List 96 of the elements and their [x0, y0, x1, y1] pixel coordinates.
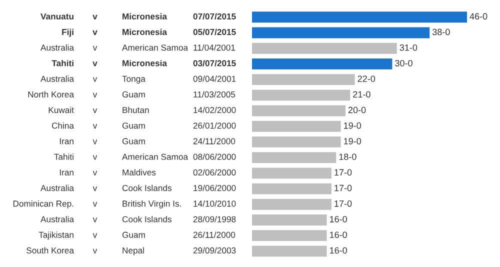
bar	[252, 42, 397, 54]
text: Micronesia	[122, 13, 168, 20]
bar	[252, 58, 392, 70]
text: 26/11/2000	[193, 232, 236, 238]
data-label: 30-0	[395, 60, 412, 66]
bar	[252, 198, 332, 210]
text: v	[92, 155, 98, 160]
text: Maldives	[122, 169, 156, 176]
y-tick-label: South Korea	[26, 247, 74, 254]
text: 26/01/2000	[193, 122, 236, 129]
text: Micronesia	[122, 60, 168, 66]
text: v	[92, 46, 98, 51]
data-label: 19-0	[344, 122, 362, 129]
bar	[252, 246, 327, 257]
y-tick-label: Tahiti	[54, 154, 74, 160]
text: 14/02/2000	[194, 106, 236, 114]
text: Nepal	[122, 247, 144, 256]
text: v	[92, 124, 98, 129]
data-label: 19-0	[344, 138, 362, 144]
data-label: 16-0	[330, 216, 348, 222]
y-tick-label: Tajikistan	[38, 232, 74, 240]
text: British Virgin Is.	[122, 200, 181, 208]
bar	[252, 90, 350, 101]
text: 09/04/2001	[193, 76, 236, 82]
text: 05/07/2015	[193, 28, 236, 36]
text: American Samoa	[122, 44, 188, 51]
data-label: 46-0	[470, 13, 488, 20]
text: v	[92, 202, 98, 207]
text: Micronesia	[122, 28, 168, 36]
bar	[252, 214, 327, 226]
text: Guam	[122, 138, 145, 144]
data-label: 31-0	[400, 44, 418, 51]
text: 11/04/2001	[194, 44, 236, 51]
text: 02/06/2000	[193, 169, 236, 176]
data-label: 16-0	[330, 247, 348, 254]
text: Cook Islands	[122, 184, 172, 192]
y-tick-label: Australia	[40, 216, 74, 222]
y-tick-label: Australia	[40, 184, 74, 192]
text: Guam	[122, 232, 145, 238]
text: v	[92, 77, 98, 82]
y-tick-label: China	[52, 122, 74, 129]
bar	[252, 105, 346, 116]
bar	[252, 74, 355, 86]
text: 08/06/2000	[193, 154, 236, 160]
data-label: 17-0	[334, 200, 352, 207]
text: Bhutan	[122, 106, 149, 114]
text: v	[92, 92, 98, 98]
text: Tonga	[122, 76, 146, 84]
text: American Samoa	[122, 154, 188, 160]
text: Guam	[122, 91, 145, 98]
text: v	[92, 233, 98, 238]
text: 03/07/2015	[193, 60, 236, 66]
y-tick-label: North Korea	[28, 91, 74, 98]
y-tick-label: Iran	[60, 169, 74, 176]
data-label: 18-0	[339, 154, 356, 160]
y-tick-label: Australia	[40, 44, 74, 51]
y-tick-label: Tahiti	[52, 60, 74, 66]
text: 29/09/2003	[193, 247, 236, 254]
text: v	[92, 108, 98, 113]
text: 07/07/2015	[193, 13, 236, 20]
bar	[252, 183, 332, 194]
text: v	[92, 62, 98, 66]
y-tick-label: Iran	[60, 138, 74, 144]
bar	[252, 152, 336, 164]
text: Guam	[122, 122, 145, 129]
data-label: 21-0	[353, 91, 370, 98]
text: v	[92, 170, 98, 176]
data-label: 17-0	[334, 184, 352, 192]
y-tick-label: Fiji	[62, 28, 74, 37]
bar	[252, 168, 332, 179]
text: Cook Islands	[122, 216, 172, 222]
data-label: 20-0	[348, 106, 366, 114]
y-tick-label: Vanuatu	[40, 13, 74, 20]
text: v	[92, 30, 98, 35]
text: v	[92, 186, 98, 192]
y-tick-label: Australia	[40, 76, 74, 82]
data-label: 38-0	[432, 28, 450, 36]
text: 24/11/2000	[193, 138, 236, 144]
data-label: 16-0	[330, 232, 348, 238]
data-label: 17-0	[334, 169, 352, 176]
bar	[252, 136, 341, 148]
y-tick-label: Kuwait	[48, 106, 74, 114]
text: 11/03/2005	[194, 91, 236, 98]
text: v	[92, 248, 98, 254]
data-label: 22-0	[358, 76, 376, 82]
y-tick-label: Dominican Rep.	[13, 200, 74, 208]
text: 28/09/1998	[193, 216, 236, 222]
bar	[252, 230, 327, 242]
bar	[252, 12, 467, 23]
text: v	[92, 218, 98, 222]
text: v	[92, 140, 98, 144]
bar	[252, 27, 430, 38]
bar	[252, 120, 341, 132]
text: v	[92, 14, 98, 20]
text: 19/06/2000	[194, 184, 236, 192]
text: 14/10/2010	[194, 200, 236, 207]
